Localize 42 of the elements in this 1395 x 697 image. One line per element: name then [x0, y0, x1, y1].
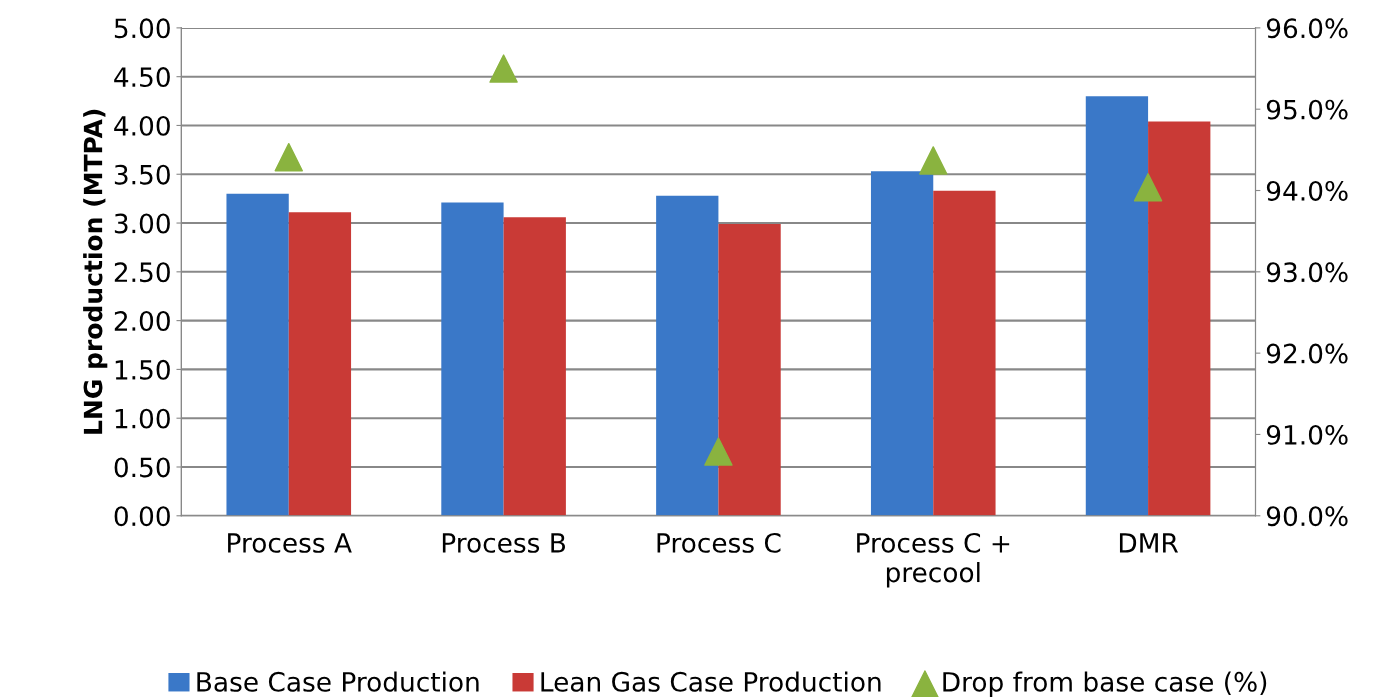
y-tick-label: 0.50: [114, 457, 170, 478]
y2-tick-label: 95.0%: [1266, 99, 1348, 120]
point: [489, 54, 518, 83]
y-tick-label: 1.00: [115, 408, 170, 429]
y2-tick-label: 94.0%: [1266, 180, 1348, 201]
y-axis-title: LNG production (MTPA): [83, 109, 108, 434]
x-tick-label: DMR: [1119, 533, 1179, 553]
bar: [870, 171, 934, 516]
bar: [1085, 96, 1149, 516]
x-tick-label: Process A: [228, 533, 352, 553]
legend-label: Lean Gas Case Production: [541, 671, 881, 692]
y2-tick-label: 91.0%: [1266, 424, 1348, 445]
y-tick-label: 4.00: [114, 115, 170, 136]
point: [1133, 173, 1163, 202]
bar: [718, 224, 781, 516]
bar: [933, 190, 996, 516]
y-tick-label: 0.00: [114, 506, 170, 527]
y-tick-label: 3.00: [114, 213, 170, 234]
y-tick-label: 2.50: [114, 262, 170, 283]
point: [919, 146, 948, 175]
point: [274, 142, 303, 172]
bar: [288, 212, 352, 516]
x-tick-label: Process C: [657, 532, 781, 553]
y-tick-label: 1.50: [115, 359, 170, 380]
x-tick-label: Process B: [442, 533, 566, 553]
y-tick-label: 2.00: [114, 311, 170, 332]
point: [704, 437, 733, 466]
legend-label: Base Case Production: [197, 671, 479, 692]
bar: [656, 195, 719, 516]
y-tick-label: 5.00: [114, 18, 170, 39]
y-tick-label: 3.50: [114, 164, 170, 185]
y2-tick-label: 92.0%: [1266, 343, 1348, 364]
y2-tick-label: 96.0%: [1266, 18, 1348, 39]
bar: [226, 193, 289, 516]
legend-label: Drop from base case (%): [943, 671, 1267, 697]
x-tick-label: Process C + precool: [857, 532, 1010, 588]
bar: [441, 202, 504, 516]
y2-tick-label: 93.0%: [1266, 262, 1348, 283]
bar: [1148, 121, 1211, 516]
y2-tick-label: 90.0%: [1266, 506, 1348, 527]
y-tick-label: 4.50: [114, 67, 170, 88]
bar: [503, 217, 566, 516]
